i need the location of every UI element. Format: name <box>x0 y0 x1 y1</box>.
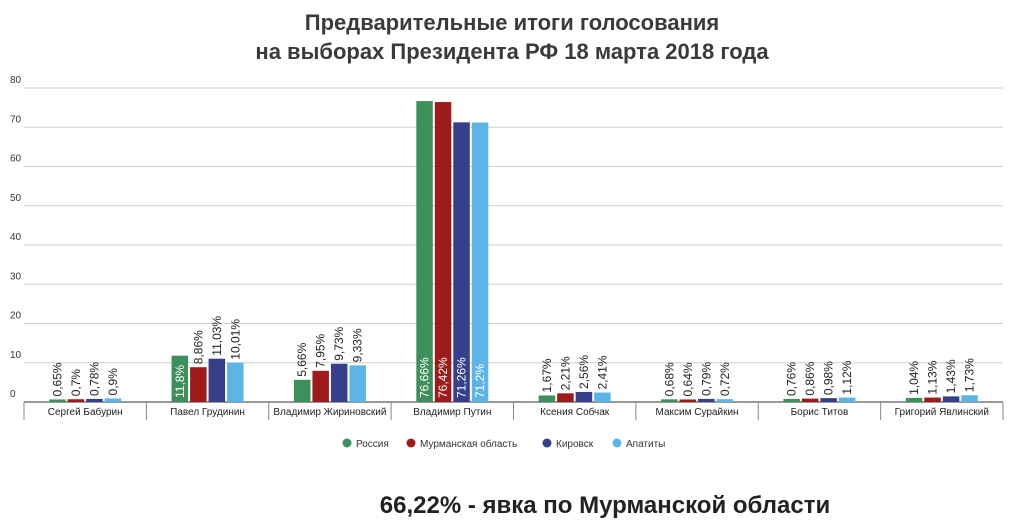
data-label: 0,86% <box>803 361 817 395</box>
data-label: 1,12% <box>840 360 854 394</box>
data-label: 71,26% <box>455 357 469 398</box>
y-tick-label: 0 <box>10 389 16 400</box>
bar <box>416 101 433 402</box>
chart-title-line-1: Предварительные итоги голосования <box>304 10 720 35</box>
bar <box>471 122 489 402</box>
bar <box>86 398 103 402</box>
y-tick-label: 20 <box>10 311 22 322</box>
bar <box>227 362 244 402</box>
data-label: 1,73% <box>963 358 977 392</box>
data-label: 2,56% <box>577 355 591 389</box>
bar <box>49 399 66 402</box>
bar <box>557 393 574 402</box>
y-tick-label: 50 <box>10 193 22 204</box>
data-label: 0,76% <box>785 362 799 396</box>
data-label: 7,95% <box>314 333 328 367</box>
bar <box>942 396 960 402</box>
x-category-label: Владимир Жириновский <box>273 407 386 418</box>
bar <box>594 392 611 402</box>
bar <box>716 399 734 402</box>
bar <box>67 399 85 402</box>
data-label: 0,98% <box>822 361 836 395</box>
bar <box>924 397 941 402</box>
bar <box>293 379 311 402</box>
data-label: 0,64% <box>681 362 695 396</box>
data-label: 0,72% <box>718 362 732 396</box>
bar <box>330 363 348 402</box>
bar <box>453 122 470 402</box>
bar <box>961 395 978 402</box>
bar <box>171 355 189 402</box>
y-tick-label: 30 <box>10 271 22 282</box>
data-label: 0,65% <box>50 362 64 396</box>
x-category-label: Сергей Бабурин <box>48 406 123 418</box>
legend-label: Кировск <box>556 439 594 450</box>
bar <box>104 398 122 402</box>
legend-label: Апатиты <box>626 439 665 450</box>
bar <box>820 398 837 402</box>
x-category-label: Ксения Собчак <box>540 406 610 418</box>
legend-label: Мурманская область <box>420 438 517 450</box>
x-category-label: Григорий Явлинский <box>895 407 989 418</box>
bar <box>190 367 207 402</box>
y-tick-label: 70 <box>10 114 22 125</box>
data-label: 0,7% <box>69 369 83 397</box>
x-category-label: Борис Титов <box>791 407 849 418</box>
bar <box>679 399 697 402</box>
data-label: 0,9% <box>106 368 120 396</box>
bar <box>349 365 366 402</box>
x-category-label: Максим Сурайкин <box>656 407 739 418</box>
legend-label: Россия <box>356 439 389 450</box>
y-tick-label: 80 <box>10 75 22 86</box>
data-label: 1,67% <box>540 358 554 392</box>
legend-marker <box>342 438 352 448</box>
data-label: 2,21% <box>558 356 572 390</box>
data-label: 0,68% <box>662 362 676 396</box>
y-tick-label: 10 <box>10 350 22 361</box>
data-label: 2,41% <box>595 355 609 389</box>
data-label: 76,66% <box>418 357 432 398</box>
data-label: 1,43% <box>944 359 958 393</box>
bar <box>801 398 819 402</box>
bar <box>783 399 800 402</box>
bar <box>838 397 856 402</box>
data-label: 9,73% <box>332 326 346 360</box>
bar <box>575 391 593 402</box>
data-label: 76,42% <box>436 357 450 398</box>
data-label: 0,79% <box>699 362 713 396</box>
y-tick-label: 60 <box>10 154 22 165</box>
x-category-label: Владимир Путин <box>413 407 491 418</box>
chart-title: Предварительные итоги голосования на выб… <box>0 8 1024 66</box>
data-label: 11,8% <box>173 365 187 398</box>
data-label: 8,86% <box>191 330 205 364</box>
bar <box>208 358 226 402</box>
bar <box>312 370 329 402</box>
x-category-label: Павел Грудинин <box>170 407 245 418</box>
legend-marker <box>612 438 622 448</box>
data-label: 0,78% <box>87 362 101 396</box>
bar <box>698 398 715 402</box>
data-label: 9,33% <box>351 328 365 362</box>
y-tick-label: 40 <box>10 232 22 243</box>
bar <box>434 102 452 402</box>
bar <box>905 397 923 402</box>
data-label: 10,01% <box>228 319 242 360</box>
bar <box>661 399 678 402</box>
data-label: 5,66% <box>295 342 309 376</box>
data-label: 71,2% <box>473 364 487 398</box>
turnout-caption: 66,22% - явка по Мурманской области <box>379 492 831 519</box>
bar <box>538 395 556 402</box>
data-label: 1,13% <box>926 360 940 394</box>
legend-marker <box>542 438 552 448</box>
legend-marker <box>406 438 416 448</box>
chart-title-line-2: на выборах Президента РФ 18 марта 2018 г… <box>255 39 769 64</box>
data-label: 1,04% <box>907 361 921 395</box>
data-label: 11,03% <box>210 316 224 356</box>
